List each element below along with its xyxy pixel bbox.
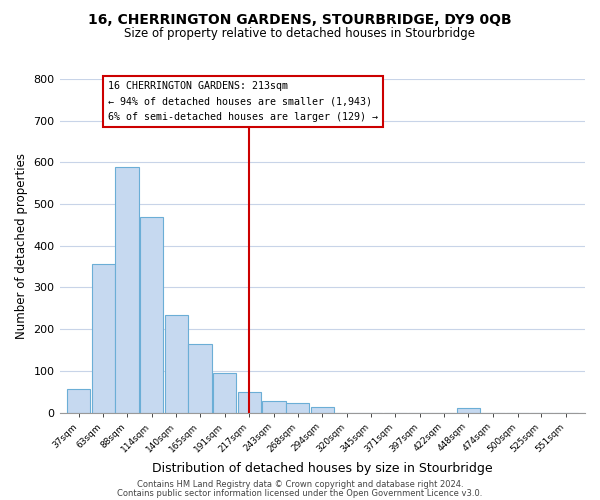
Text: Size of property relative to detached houses in Stourbridge: Size of property relative to detached ho…: [125, 28, 476, 40]
Bar: [213, 372, 236, 412]
Text: 16 CHERRINGTON GARDENS: 213sqm
← 94% of detached houses are smaller (1,943)
6% o: 16 CHERRINGTON GARDENS: 213sqm ← 94% of …: [108, 81, 378, 122]
Bar: [140, 218, 163, 412]
Bar: [67, 389, 90, 412]
Bar: [262, 402, 286, 412]
Bar: [311, 406, 334, 412]
Bar: [164, 316, 188, 412]
Bar: [457, 408, 480, 412]
Y-axis label: Number of detached properties: Number of detached properties: [15, 153, 28, 339]
Bar: [92, 264, 115, 412]
Bar: [115, 168, 139, 412]
Bar: [286, 404, 309, 412]
Text: 16, CHERRINGTON GARDENS, STOURBRIDGE, DY9 0QB: 16, CHERRINGTON GARDENS, STOURBRIDGE, DY…: [88, 12, 512, 26]
X-axis label: Distribution of detached houses by size in Stourbridge: Distribution of detached houses by size …: [152, 462, 493, 475]
Bar: [188, 344, 212, 412]
Bar: [238, 392, 261, 412]
Text: Contains HM Land Registry data © Crown copyright and database right 2024.: Contains HM Land Registry data © Crown c…: [137, 480, 463, 489]
Text: Contains public sector information licensed under the Open Government Licence v3: Contains public sector information licen…: [118, 488, 482, 498]
